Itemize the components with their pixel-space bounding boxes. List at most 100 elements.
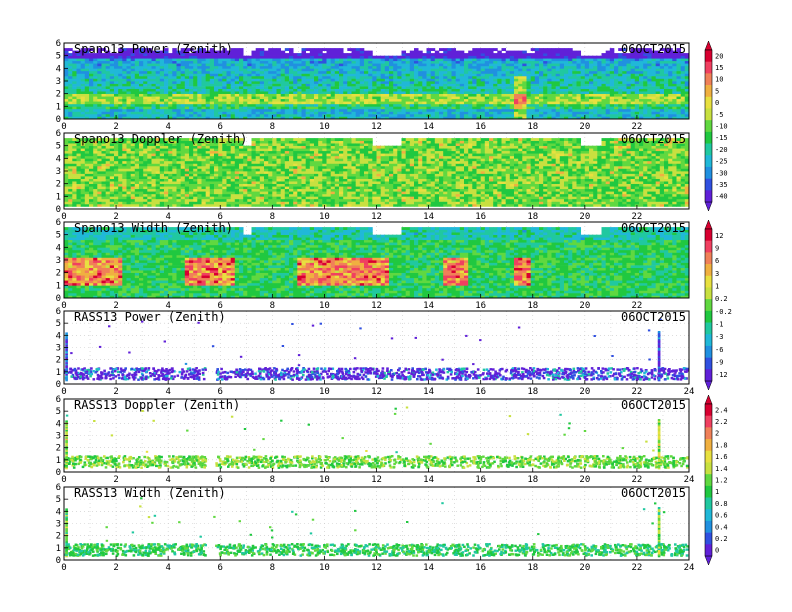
data-cell <box>147 140 152 144</box>
data-cell <box>251 96 257 100</box>
data-cell <box>501 88 507 92</box>
data-cell <box>84 140 90 144</box>
data-cell <box>676 65 682 69</box>
data-cell <box>618 53 623 56</box>
data-cell <box>443 103 448 107</box>
data-cell <box>172 143 177 146</box>
data-cell <box>514 60 519 64</box>
data-cell <box>176 86 182 89</box>
data-cell <box>159 101 165 105</box>
data-cell <box>543 78 548 82</box>
data-cell <box>114 60 119 64</box>
data-cell <box>389 86 394 89</box>
data-cell <box>372 65 377 69</box>
data-cell <box>122 181 127 184</box>
data-cell <box>347 68 352 72</box>
data-cell <box>272 91 277 94</box>
data-cell <box>376 55 382 59</box>
data-cell <box>626 55 632 59</box>
data-cell <box>622 81 627 84</box>
data-cell <box>155 165 161 169</box>
data-cell <box>64 168 69 172</box>
data-cell <box>334 103 340 107</box>
data-cell <box>97 198 102 202</box>
data-cell <box>334 70 340 74</box>
data-cell <box>414 96 419 100</box>
data-cell <box>101 63 107 67</box>
data-cell <box>609 53 615 56</box>
data-cell <box>84 50 90 54</box>
data-cell <box>180 50 186 54</box>
data-cell <box>109 70 115 74</box>
data-cell <box>668 73 673 77</box>
data-cell <box>193 191 198 195</box>
data-cell <box>472 96 477 100</box>
data-cell <box>514 78 519 82</box>
data-cell <box>489 116 494 120</box>
data-cell <box>372 81 377 84</box>
data-cell <box>280 93 286 97</box>
data-cell <box>155 163 161 167</box>
data-cell <box>80 88 86 92</box>
data-cell <box>76 201 82 205</box>
data-cell <box>93 78 98 82</box>
data-cell <box>97 60 102 64</box>
data-cell <box>164 203 169 207</box>
data-cell <box>401 63 407 67</box>
data-cell <box>330 96 336 100</box>
data-cell <box>384 96 390 100</box>
data-cell <box>222 60 227 64</box>
data-cell <box>226 60 232 64</box>
data-cell <box>518 70 523 74</box>
data-cell <box>497 78 502 82</box>
data-cell <box>551 55 557 59</box>
data-cell <box>593 93 598 97</box>
data-cell <box>251 68 257 72</box>
data-cell <box>501 96 507 100</box>
data-cell <box>147 91 152 94</box>
data-cell <box>180 75 186 79</box>
data-cell <box>134 83 140 87</box>
data-cell <box>651 60 657 64</box>
data-cell <box>80 168 86 172</box>
data-cell <box>197 91 202 94</box>
data-cell <box>609 73 615 77</box>
data-cell <box>164 108 169 112</box>
data-cell <box>634 93 640 97</box>
data-cell <box>126 188 132 192</box>
data-cell <box>376 116 382 120</box>
data-cell <box>318 68 323 72</box>
data-cell <box>97 183 102 187</box>
data-cell <box>680 55 686 59</box>
data-cell <box>97 203 102 207</box>
data-cell <box>601 93 607 97</box>
data-cell <box>214 70 219 74</box>
data-cell <box>601 73 607 77</box>
data-cell <box>243 108 248 112</box>
data-cell <box>259 78 265 82</box>
data-cell <box>143 138 148 141</box>
data-cell <box>497 58 502 62</box>
data-cell <box>489 53 494 56</box>
data-cell <box>343 83 348 87</box>
data-cell <box>630 116 636 120</box>
data-cell <box>239 111 244 115</box>
data-cell <box>168 108 173 112</box>
data-cell <box>405 63 411 67</box>
data-cell <box>130 186 136 190</box>
data-cell <box>389 55 394 59</box>
data-cell <box>322 75 327 79</box>
data-cell <box>301 78 307 82</box>
data-cell <box>68 193 73 197</box>
data-cell <box>159 113 165 117</box>
data-cell <box>297 55 302 59</box>
data-cell <box>164 55 169 59</box>
data-cell <box>639 81 644 84</box>
data-cell <box>80 165 86 169</box>
data-cell <box>126 55 132 59</box>
data-cell <box>89 153 94 157</box>
data-cell <box>151 153 157 157</box>
data-cell <box>76 96 82 100</box>
data-cell <box>126 106 132 110</box>
data-cell <box>109 150 115 154</box>
